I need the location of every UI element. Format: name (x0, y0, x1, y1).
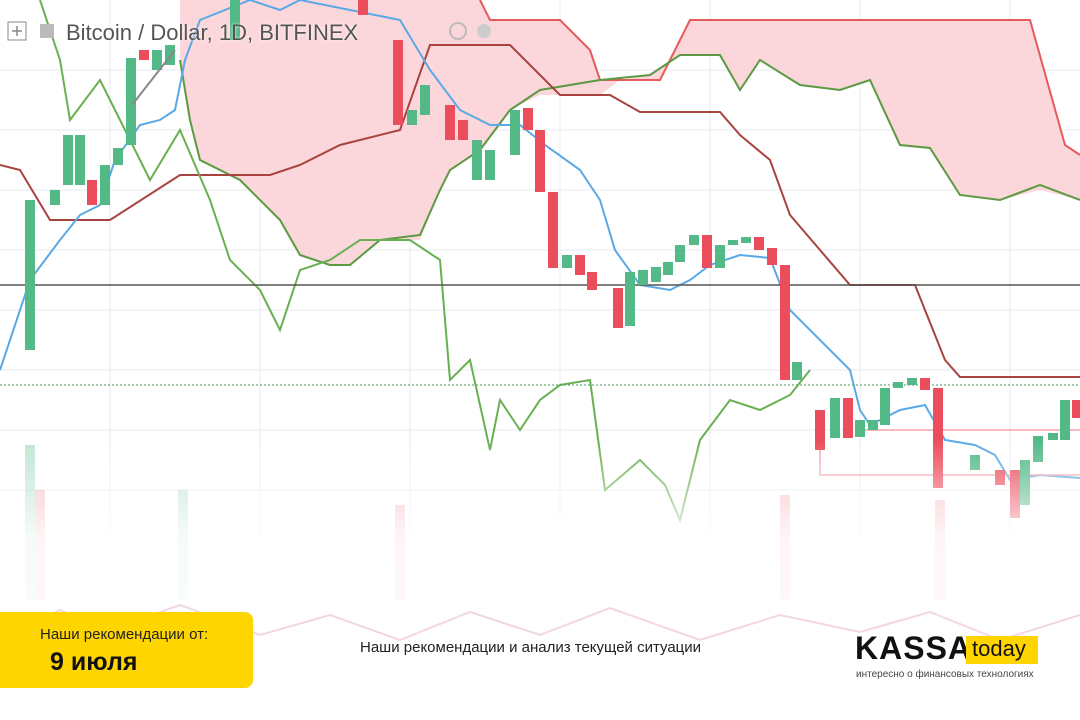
date-label: Наши рекомендации от: (40, 626, 209, 643)
date: 9 июля (50, 648, 138, 676)
cloud-bottom (179, 54, 1080, 266)
cloud (180, 0, 1080, 265)
candles (25, 0, 1080, 518)
caption: Наши рекомендации и анализ текущей ситуа… (360, 639, 702, 656)
symbol-square (40, 24, 54, 38)
logo-badge: today (966, 636, 1038, 664)
date-box: Наши рекомендации от: 9 июля (0, 612, 253, 688)
conversion-line (0, 0, 1080, 482)
expand-icon-plus (12, 26, 22, 36)
settings-icon (477, 24, 491, 38)
eye-icon (449, 22, 467, 40)
chart-title: Bitcoin / Dollar, 1D, BITFINEX (66, 20, 359, 45)
cloud-top (479, 0, 1080, 156)
drawing-tool-line (131, 49, 176, 106)
logo-brand: KASSA (855, 630, 973, 666)
logo-tagline: интересно о финансовых технологиях (856, 669, 1034, 680)
